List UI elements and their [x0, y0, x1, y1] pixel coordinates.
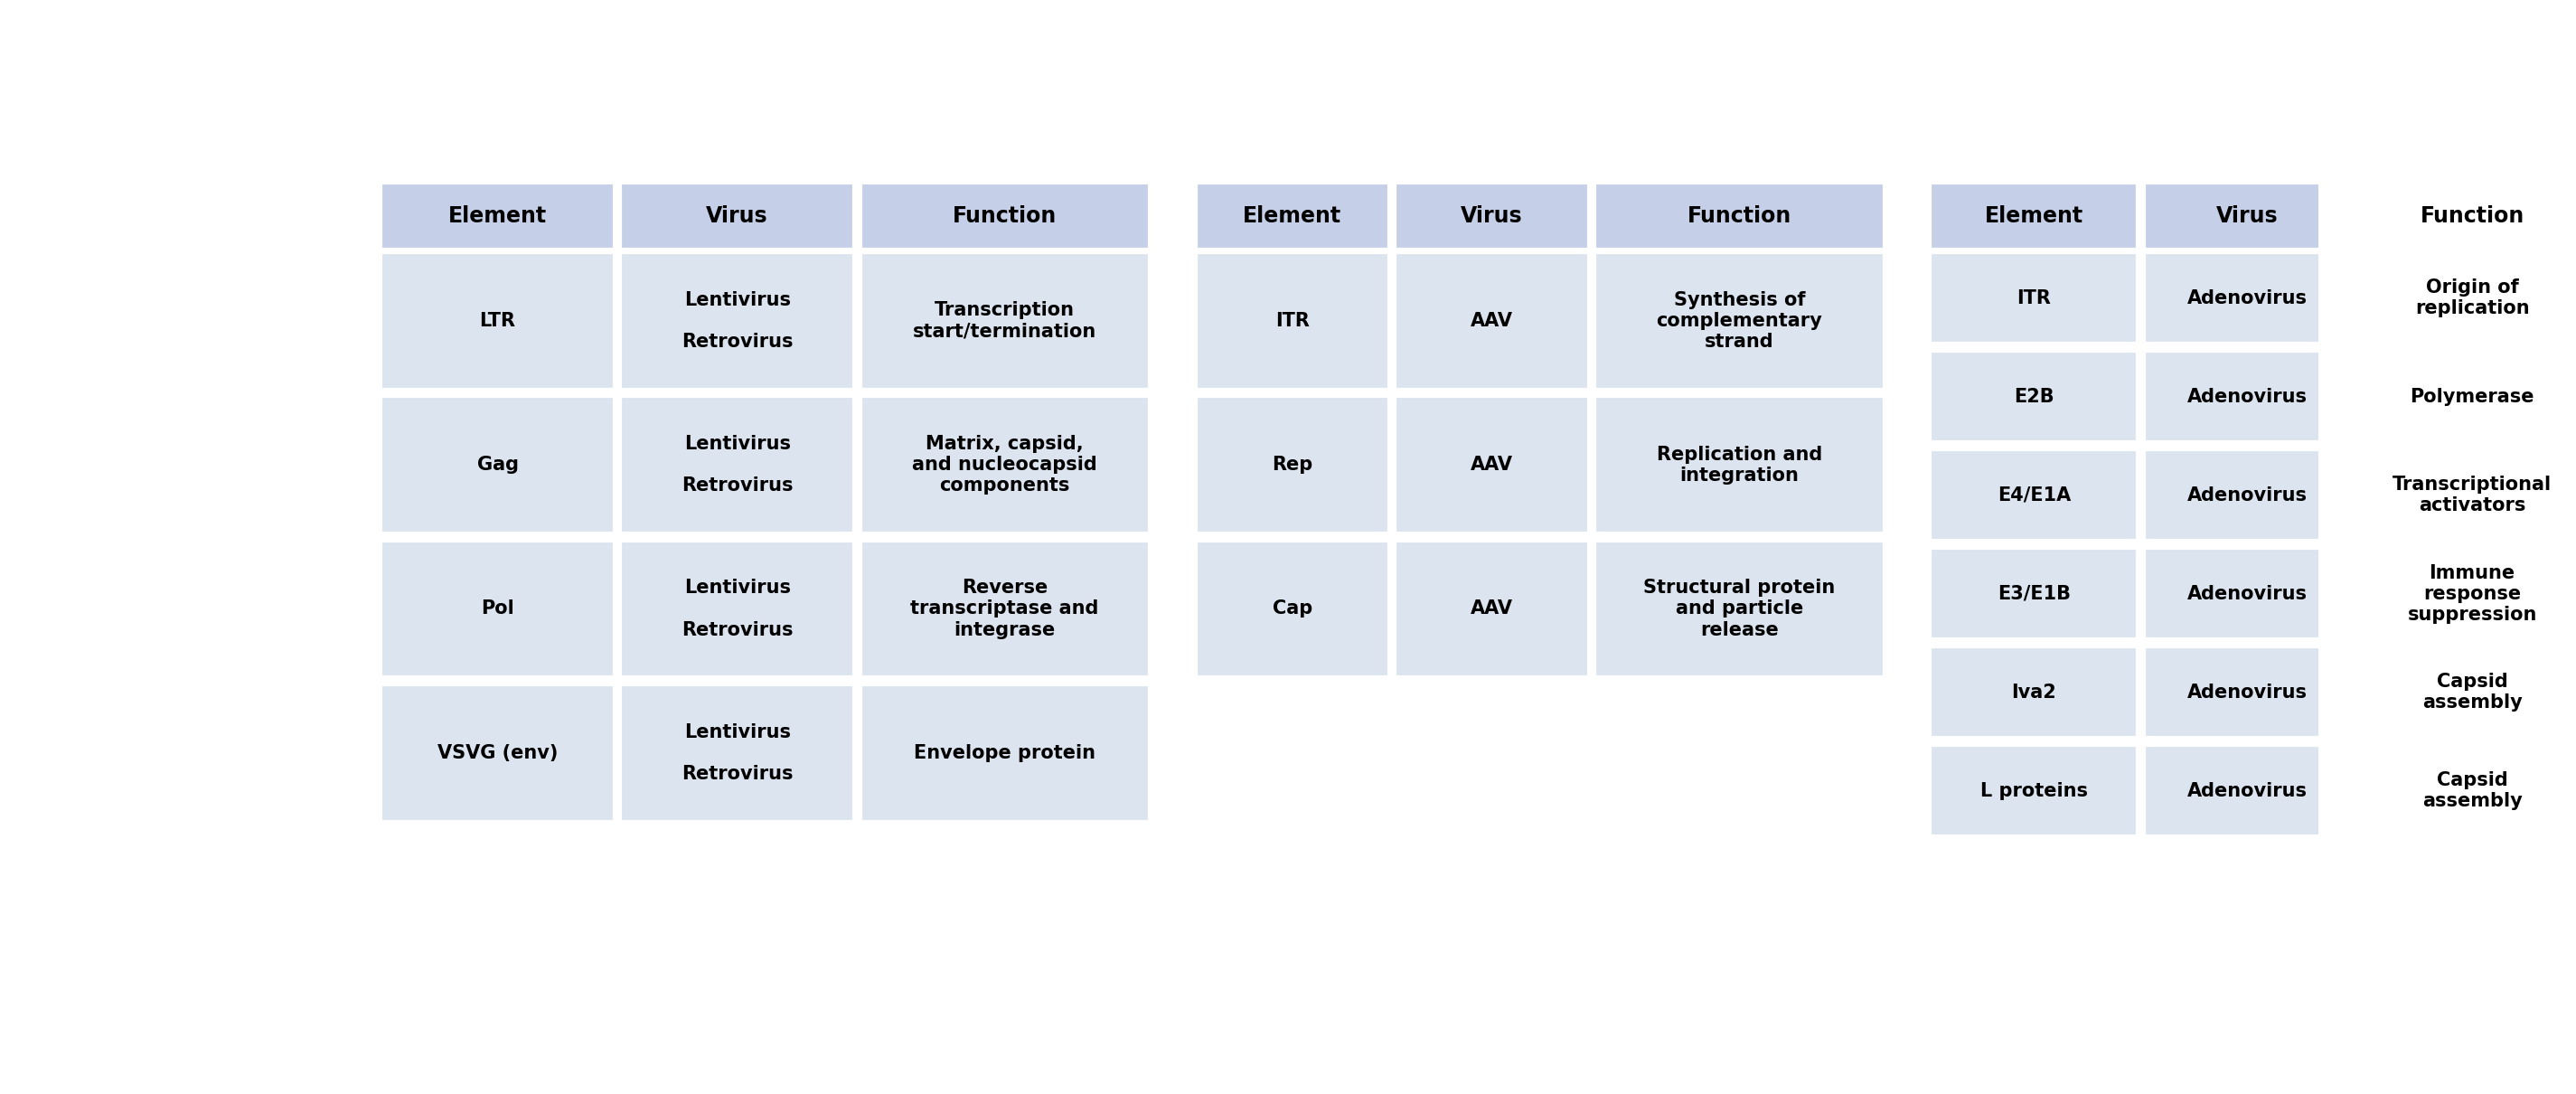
Text: Lentivirus

Retrovirus: Lentivirus Retrovirus [683, 291, 793, 351]
FancyBboxPatch shape [2357, 548, 2576, 640]
Text: AAV: AAV [1471, 600, 1512, 618]
FancyBboxPatch shape [1929, 745, 2138, 837]
Text: Gag: Gag [477, 456, 518, 474]
Text: L proteins: L proteins [1981, 782, 2087, 800]
Text: Adenovirus: Adenovirus [2187, 289, 2308, 307]
FancyBboxPatch shape [1595, 396, 1883, 534]
FancyBboxPatch shape [1396, 396, 1589, 534]
Text: E4/E1A: E4/E1A [1996, 486, 2071, 504]
Text: Lentivirus

Retrovirus: Lentivirus Retrovirus [683, 723, 793, 783]
Text: Envelope protein: Envelope protein [914, 744, 1095, 763]
Text: Adenovirus: Adenovirus [2187, 387, 2308, 406]
Text: Lentivirus

Retrovirus: Lentivirus Retrovirus [683, 434, 793, 494]
FancyBboxPatch shape [2357, 745, 2576, 837]
Text: Cap: Cap [1273, 600, 1311, 618]
Text: ITR: ITR [1275, 312, 1309, 330]
FancyBboxPatch shape [860, 183, 1149, 249]
Text: Transcriptional
activators: Transcriptional activators [2393, 476, 2553, 514]
FancyBboxPatch shape [1929, 351, 2138, 443]
FancyBboxPatch shape [2143, 252, 2352, 344]
Text: Replication and
integration: Replication and integration [1656, 445, 1821, 485]
Text: Reverse
transcriptase and
integrase: Reverse transcriptase and integrase [909, 579, 1100, 639]
Text: Origin of
replication: Origin of replication [2414, 279, 2530, 317]
Text: Element: Element [448, 206, 546, 228]
FancyBboxPatch shape [381, 252, 616, 389]
FancyBboxPatch shape [2357, 252, 2576, 344]
FancyBboxPatch shape [1396, 540, 1589, 677]
FancyBboxPatch shape [1195, 540, 1388, 677]
Text: Immune
response
suppression: Immune response suppression [2409, 563, 2537, 624]
Text: Function: Function [1687, 206, 1790, 228]
Text: Transcription
start/termination: Transcription start/termination [912, 301, 1097, 340]
FancyBboxPatch shape [1595, 540, 1883, 677]
Text: Adenovirus: Adenovirus [2187, 782, 2308, 800]
FancyBboxPatch shape [2357, 351, 2576, 443]
Text: Virus: Virus [2215, 206, 2280, 228]
Text: Function: Function [953, 206, 1056, 228]
Text: Adenovirus: Adenovirus [2187, 584, 2308, 603]
Text: VSVG (env): VSVG (env) [438, 744, 559, 763]
Text: Element: Element [1244, 206, 1342, 228]
Text: E2B: E2B [2014, 387, 2053, 406]
FancyBboxPatch shape [860, 540, 1149, 677]
FancyBboxPatch shape [621, 396, 855, 534]
Text: Rep: Rep [1273, 456, 1314, 474]
FancyBboxPatch shape [2357, 647, 2576, 738]
Text: Adenovirus: Adenovirus [2187, 486, 2308, 504]
Text: E3/E1B: E3/E1B [1996, 584, 2071, 603]
Text: AAV: AAV [1471, 456, 1512, 474]
FancyBboxPatch shape [1396, 252, 1589, 389]
FancyBboxPatch shape [1195, 396, 1388, 534]
FancyBboxPatch shape [1929, 548, 2138, 640]
FancyBboxPatch shape [621, 685, 855, 822]
FancyBboxPatch shape [1396, 183, 1589, 249]
Text: Synthesis of
complementary
strand: Synthesis of complementary strand [1656, 291, 1821, 351]
FancyBboxPatch shape [381, 183, 616, 249]
Text: Capsid
assembly: Capsid assembly [2421, 771, 2522, 811]
FancyBboxPatch shape [621, 183, 855, 249]
FancyBboxPatch shape [2143, 183, 2352, 249]
Text: Polymerase: Polymerase [2411, 387, 2535, 406]
Text: ITR: ITR [2017, 289, 2050, 307]
FancyBboxPatch shape [1595, 183, 1883, 249]
FancyBboxPatch shape [2357, 183, 2576, 249]
FancyBboxPatch shape [1195, 183, 1388, 249]
FancyBboxPatch shape [860, 252, 1149, 389]
FancyBboxPatch shape [2143, 647, 2352, 738]
FancyBboxPatch shape [381, 396, 616, 534]
Text: Iva2: Iva2 [2012, 684, 2056, 701]
FancyBboxPatch shape [1595, 252, 1883, 389]
FancyBboxPatch shape [1929, 647, 2138, 738]
FancyBboxPatch shape [860, 685, 1149, 822]
FancyBboxPatch shape [2143, 351, 2352, 443]
FancyBboxPatch shape [1929, 183, 2138, 249]
FancyBboxPatch shape [1195, 252, 1388, 389]
Text: Element: Element [1984, 206, 2084, 228]
Text: Pol: Pol [482, 600, 515, 618]
FancyBboxPatch shape [2143, 745, 2352, 837]
FancyBboxPatch shape [1929, 450, 2138, 542]
FancyBboxPatch shape [1929, 252, 2138, 344]
Text: Virus: Virus [1461, 206, 1522, 228]
Text: Capsid
assembly: Capsid assembly [2421, 673, 2522, 712]
FancyBboxPatch shape [381, 685, 616, 822]
FancyBboxPatch shape [621, 252, 855, 389]
FancyBboxPatch shape [381, 540, 616, 677]
Text: Structural protein
and particle
release: Structural protein and particle release [1643, 579, 1834, 639]
FancyBboxPatch shape [2143, 450, 2352, 542]
Text: Virus: Virus [706, 206, 768, 228]
Text: AAV: AAV [1471, 312, 1512, 330]
Text: Adenovirus: Adenovirus [2187, 684, 2308, 701]
Text: Lentivirus

Retrovirus: Lentivirus Retrovirus [683, 579, 793, 639]
Text: LTR: LTR [479, 312, 515, 330]
FancyBboxPatch shape [2357, 450, 2576, 542]
FancyBboxPatch shape [860, 396, 1149, 534]
Text: Matrix, capsid,
and nucleocapsid
components: Matrix, capsid, and nucleocapsid compone… [912, 434, 1097, 494]
Text: Function: Function [2419, 206, 2524, 228]
FancyBboxPatch shape [621, 540, 855, 677]
FancyBboxPatch shape [2143, 548, 2352, 640]
